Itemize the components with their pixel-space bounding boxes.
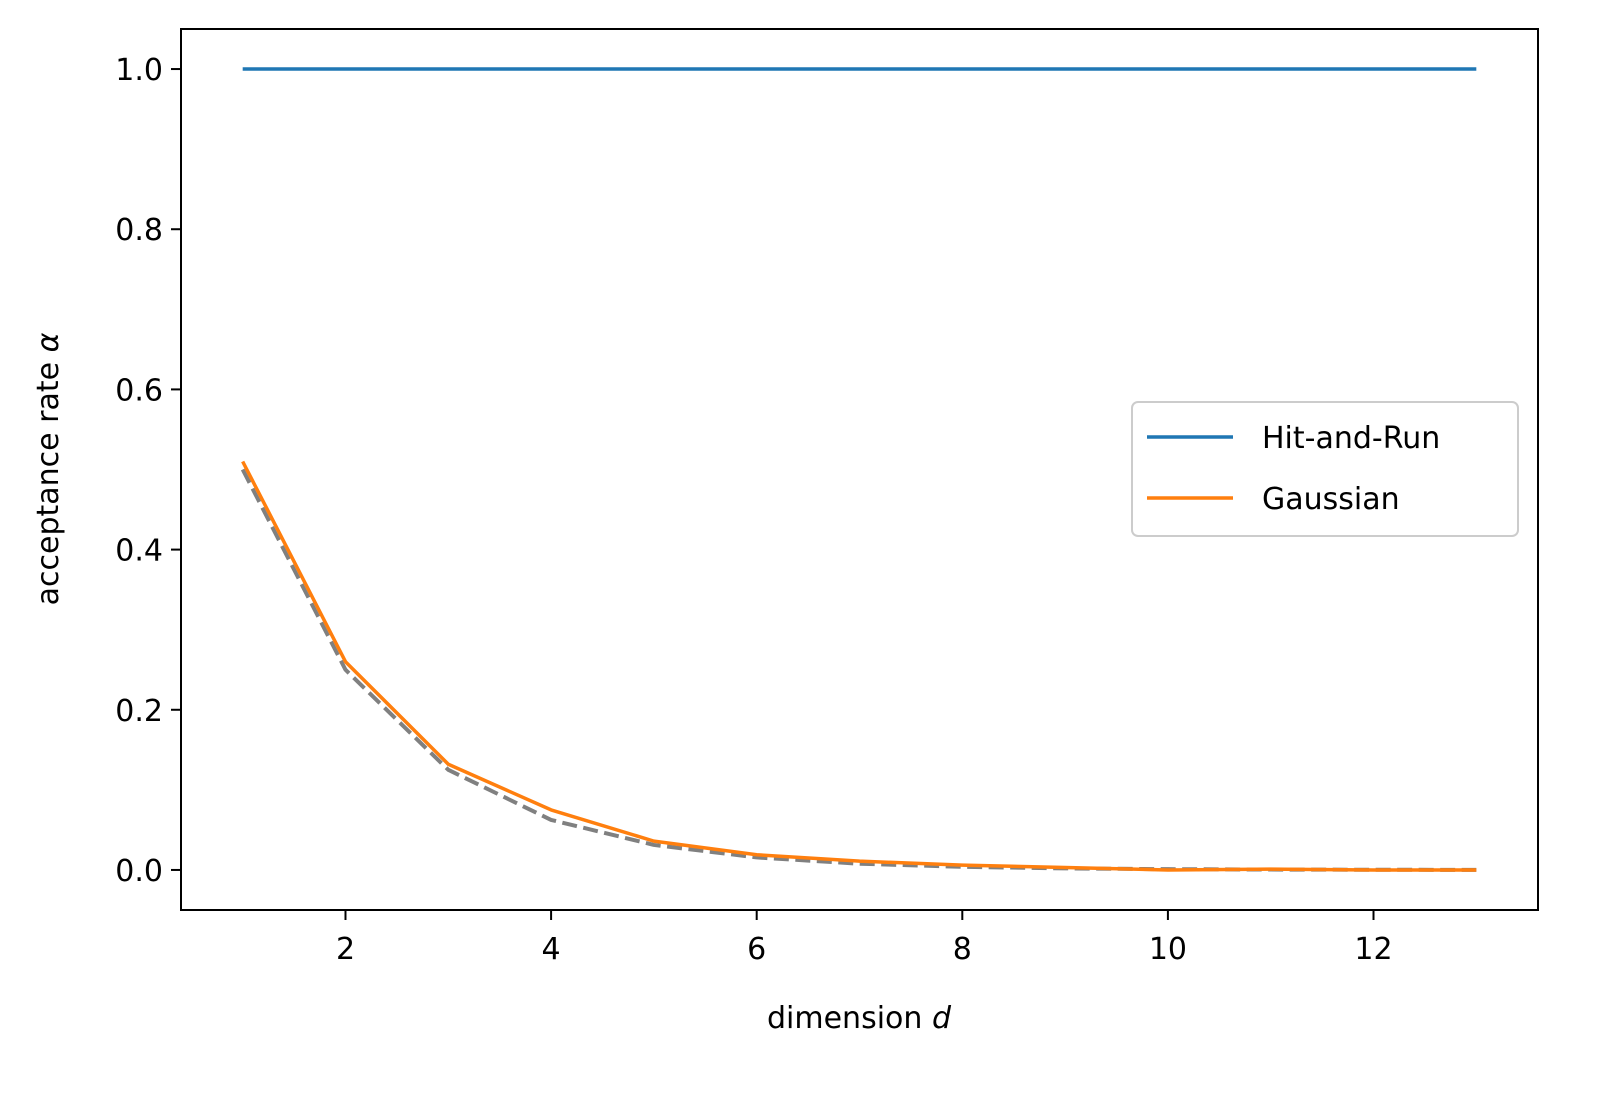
x-tick-label: 10: [1149, 932, 1187, 967]
x-axis-label: dimension d: [767, 1001, 952, 1036]
y-tick-label: 0.2: [115, 694, 163, 729]
x-tick-label: 12: [1354, 932, 1392, 967]
x-axis: 2 4 6 8 10 12: [336, 910, 1393, 967]
y-axis-label-math: α: [31, 332, 66, 352]
y-axis: 0.0 0.2 0.4 0.6 0.8 1.0: [115, 53, 181, 889]
legend-label-gaussian: Gaussian: [1262, 482, 1400, 517]
series-layer: [240, 67, 1477, 872]
x-tick-label: 6: [747, 932, 766, 967]
y-tick-label: 0.0: [115, 854, 163, 889]
x-tick-label: 4: [542, 932, 561, 967]
legend-label-hit-and-run: Hit-and-Run: [1262, 421, 1440, 456]
x-tick-label: 2: [336, 932, 355, 967]
y-axis-label: acceptance rate α: [31, 332, 66, 605]
series-line-gaussian: [241, 460, 1477, 872]
y-tick-label: 0.4: [115, 534, 163, 569]
legend: Hit-and-Run Gaussian: [1131, 401, 1519, 537]
x-axis-label-math: d: [932, 1001, 952, 1036]
y-tick-label: 1.0: [115, 53, 163, 88]
x-axis-label-text: dimension: [767, 1001, 922, 1036]
axes-frame: [180, 28, 1539, 911]
y-axis-label-text: acceptance rate: [31, 362, 66, 605]
y-tick-label: 0.8: [115, 213, 163, 248]
y-tick-label: 0.6: [115, 373, 163, 408]
x-tick-label: 8: [953, 932, 972, 967]
